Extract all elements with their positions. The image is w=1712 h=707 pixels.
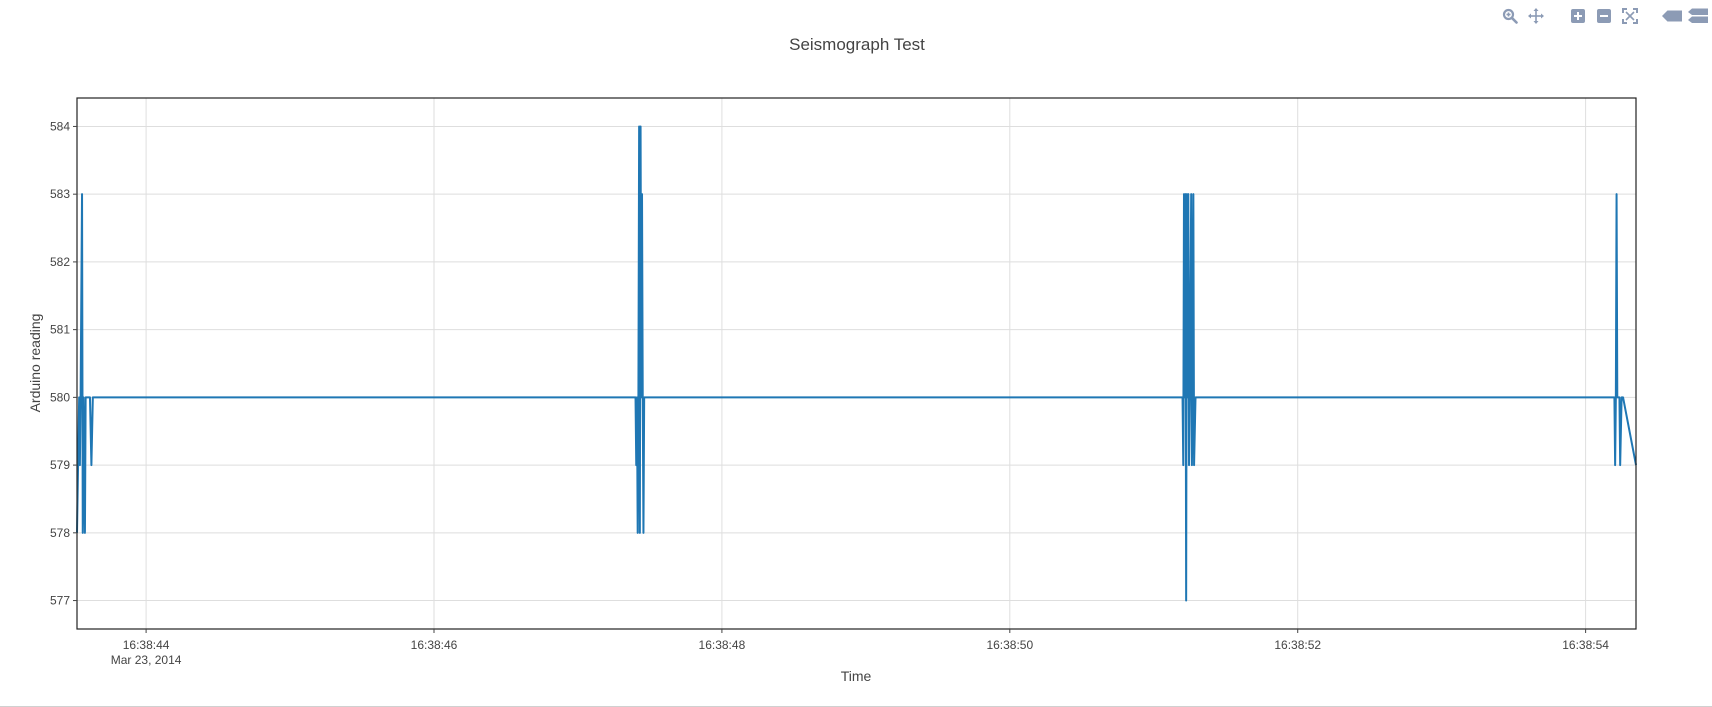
x-tick-label: 16:38:44 [123,638,170,652]
x-axis-title: Time [841,668,872,684]
chart-toolbar [1500,6,1708,26]
x-tick-label: 16:38:48 [699,638,746,652]
plot-area-frame [76,97,1637,630]
x-tick-label: 16:38:52 [1274,638,1321,652]
hover-compare-icon[interactable] [1688,6,1708,26]
autoscale-icon[interactable] [1620,6,1640,26]
chart-title: Seismograph Test [789,35,925,54]
x-tick-label: 16:38:46 [411,638,458,652]
y-tick-label: 578 [50,526,70,540]
y-axis: 577 578 579 580 581 582 583 584 [50,119,77,608]
x-tick-label: 16:38:50 [986,638,1033,652]
y-tick-label: 579 [50,458,70,472]
y-tick-label: 580 [50,390,70,404]
y-tick-label: 583 [50,187,70,201]
pan-icon[interactable] [1526,6,1546,26]
zoom-icon[interactable] [1500,6,1520,26]
x-tick-label: 16:38:54 [1562,638,1609,652]
data-layer [76,125,1637,602]
zoom-out-icon[interactable] [1594,6,1614,26]
x-tick-sublabel: Mar 23, 2014 [111,653,182,667]
y-tick-label: 577 [50,594,70,608]
zoom-in-icon[interactable] [1568,6,1588,26]
series-line[interactable] [76,125,1637,602]
y-tick-label: 584 [50,119,70,133]
hover-closest-icon[interactable] [1662,6,1682,26]
gridlines [77,98,1636,629]
y-tick-label: 581 [50,323,70,337]
y-tick-label: 582 [50,255,70,269]
y-axis-title: Arduino reading [27,314,43,413]
